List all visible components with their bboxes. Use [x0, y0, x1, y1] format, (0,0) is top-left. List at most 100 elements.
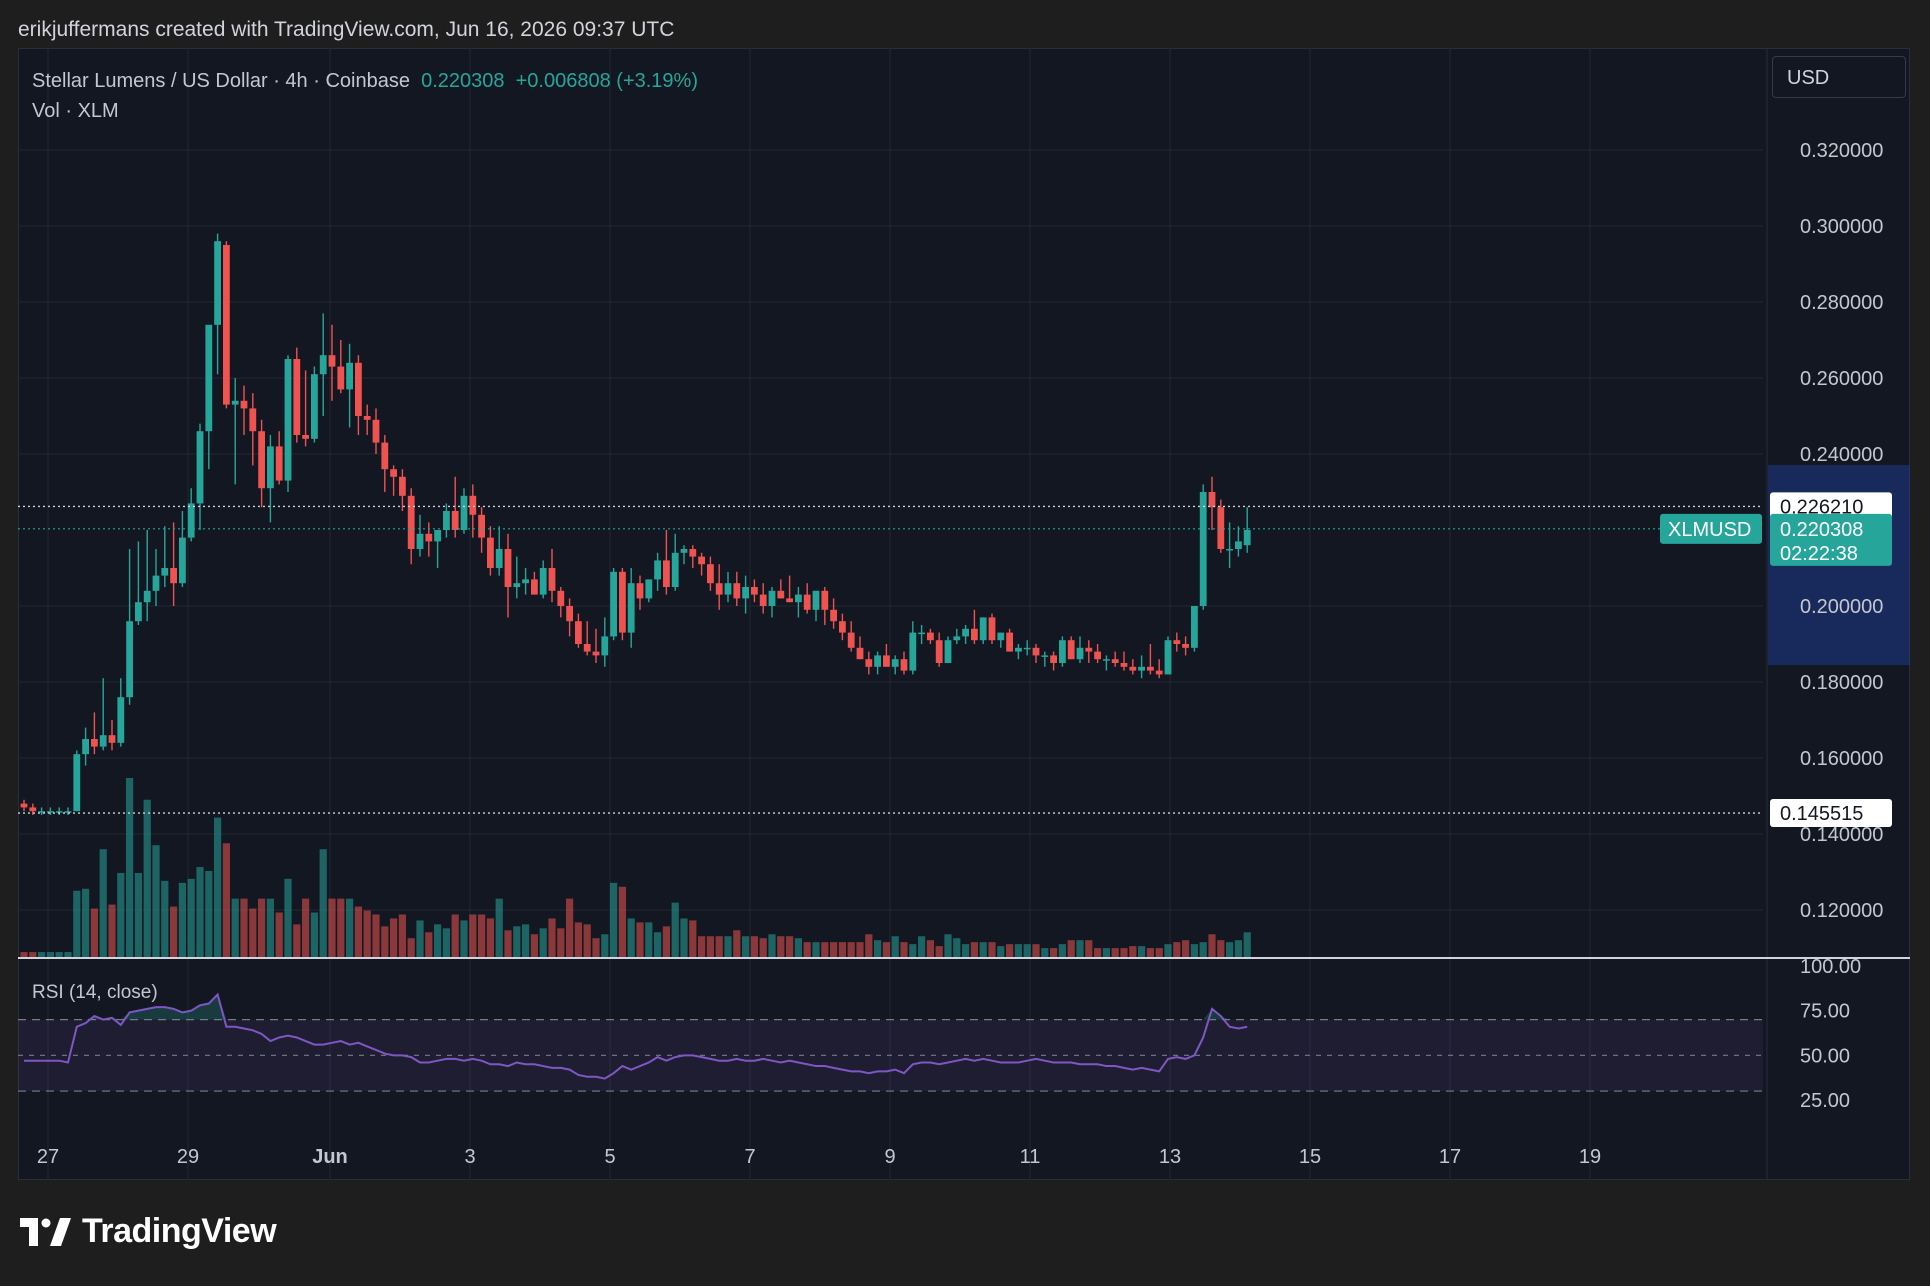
- volume-bar: [196, 867, 204, 958]
- candle-body: [1199, 492, 1207, 606]
- volume-bar: [689, 920, 697, 958]
- candle-body: [460, 495, 468, 530]
- chart-canvas[interactable]: 0.320000 0.300000 0.280000 0.260000 0.240000…: [18, 48, 1910, 1180]
- candle-body: [944, 640, 952, 663]
- price-tick-label: 0.300000: [1800, 216, 1883, 238]
- candle-body: [126, 621, 133, 698]
- volume-bar: [293, 924, 301, 958]
- volume-bar: [724, 936, 732, 958]
- volume-bar: [768, 934, 776, 958]
- candle-body: [1023, 647, 1031, 650]
- volume-bar: [161, 880, 169, 958]
- volume-bar: [451, 914, 459, 958]
- candle-body: [830, 609, 837, 622]
- tradingview-logo-icon: [20, 1217, 71, 1246]
- candle-body: [363, 416, 371, 420]
- candle-body: [627, 583, 635, 633]
- volume-bar: [1217, 940, 1225, 958]
- volume-bar: [486, 918, 494, 958]
- rsi-tick-label: 50.00: [1800, 1045, 1850, 1067]
- time-tick-label: 9: [884, 1146, 895, 1168]
- volume-bar: [821, 942, 829, 958]
- candle-body: [1182, 644, 1189, 648]
- candle-body: [742, 587, 749, 599]
- candle-body: [874, 655, 881, 667]
- candle-body: [1129, 666, 1137, 671]
- candle-body: [1155, 670, 1163, 675]
- volume-bar: [654, 932, 662, 958]
- candle-body: [856, 647, 864, 660]
- candle-body: [1094, 651, 1101, 660]
- candle-body: [328, 355, 336, 367]
- symbol-tag-box: [1660, 513, 1762, 544]
- candle-body: [82, 739, 89, 755]
- candle-body: [918, 632, 925, 635]
- volume-bar: [99, 849, 107, 958]
- candle-body: [1111, 659, 1119, 663]
- volume-bar: [970, 942, 978, 958]
- volume-bar: [662, 926, 670, 958]
- candle-body: [821, 590, 829, 610]
- volume-bars: [20, 778, 1251, 958]
- candle-body: [1085, 647, 1093, 652]
- candle-body: [302, 435, 309, 439]
- candle-body: [759, 594, 767, 606]
- candle-body: [284, 359, 292, 481]
- candle-body: [962, 628, 969, 637]
- candle-body: [399, 476, 406, 496]
- candle-body: [108, 735, 116, 743]
- volume-bar: [460, 920, 468, 958]
- volume-bar: [398, 914, 406, 958]
- candle-body: [337, 366, 345, 390]
- candle-body: [1103, 659, 1110, 661]
- price-axis: 0.320000 0.300000 0.280000 0.260000 0.240000…: [1800, 140, 1883, 922]
- volume-bar: [838, 942, 846, 958]
- candle-body: [1067, 640, 1075, 660]
- time-tick-label: 15: [1299, 1146, 1321, 1168]
- candle-body: [478, 514, 485, 538]
- volume-bar: [874, 940, 882, 958]
- time-tick-label: 29: [177, 1146, 199, 1168]
- currency-selector[interactable]: USD: [1772, 56, 1906, 98]
- volume-bar: [812, 942, 820, 958]
- volume-bar: [1058, 944, 1066, 958]
- candle-body: [1208, 492, 1216, 508]
- volume-bar: [715, 936, 723, 958]
- symbol-description: Stellar Lumens / US Dollar · 4h · Coinba…: [32, 70, 410, 92]
- candle-body: [179, 537, 186, 584]
- volume-bar: [29, 952, 37, 958]
- volume-bar: [1182, 940, 1190, 958]
- volume-bar: [319, 849, 327, 958]
- volume-bar: [786, 936, 794, 958]
- candle-body: [205, 324, 213, 432]
- price-tick-label: 0.200000: [1800, 596, 1883, 618]
- rsi-tick-label: 25.00: [1800, 1090, 1850, 1112]
- rsi-tick-label: 100.00: [1800, 956, 1861, 978]
- time-tick-label: Jun: [312, 1146, 348, 1168]
- candle-body: [733, 583, 741, 599]
- candle-body: [319, 355, 327, 375]
- volume-bar: [434, 924, 442, 958]
- chart-frame: [18, 48, 1910, 1180]
- rsi-tick-label: 75.00: [1800, 1001, 1850, 1023]
- volume-bar: [847, 942, 855, 958]
- volume-bar: [363, 910, 371, 958]
- volume-bar: [918, 936, 926, 958]
- volume-bar: [750, 936, 758, 958]
- candle-body: [997, 632, 1005, 641]
- candle-body: [1076, 647, 1084, 660]
- candle-body: [267, 446, 274, 489]
- rsi-pane: 100.00 75.00 50.00 25.00: [18, 956, 1861, 1112]
- candle-body: [513, 583, 521, 587]
- volume-bar: [513, 926, 521, 958]
- volume-bar: [1173, 942, 1181, 958]
- volume-bar: [117, 872, 125, 958]
- grid-lines: [18, 48, 1768, 1180]
- candle-body: [1147, 666, 1154, 671]
- candle-body: [803, 594, 811, 610]
- candle-body: [1235, 541, 1242, 549]
- volume-bar: [214, 817, 222, 958]
- volume-bar: [856, 942, 864, 958]
- candle-body: [1120, 663, 1128, 667]
- tradingview-logo[interactable]: TradingView: [20, 1212, 277, 1251]
